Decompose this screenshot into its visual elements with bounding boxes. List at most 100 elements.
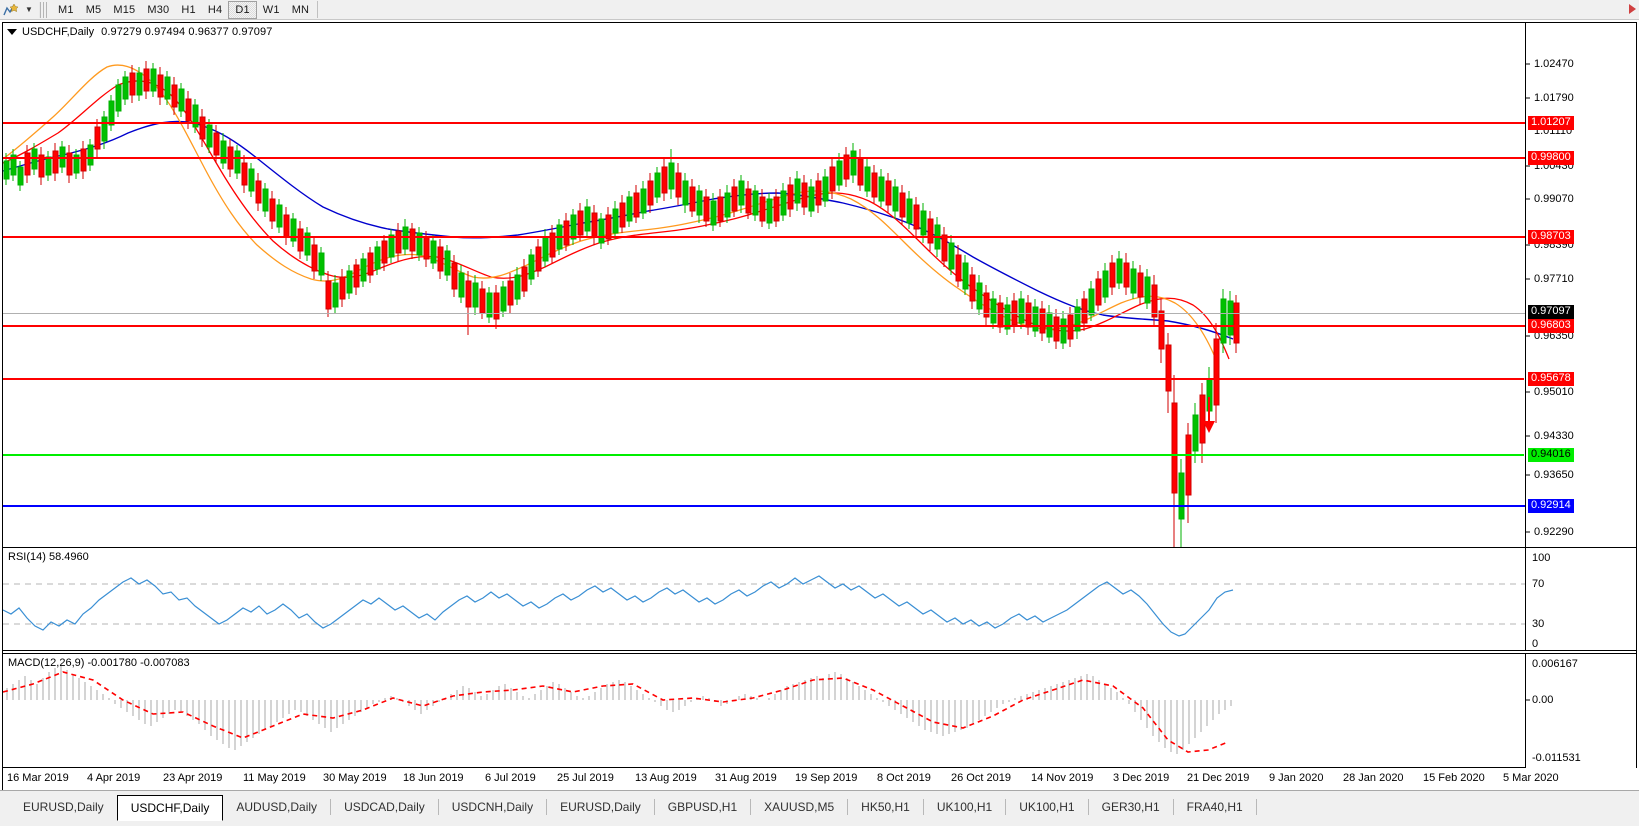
chart-tab-gbpusd-h1[interactable]: GBPUSD,H1 [655, 795, 750, 819]
date-axis-label: 25 Jul 2019 [557, 772, 614, 784]
period-mn[interactable]: MN [291, 3, 310, 16]
toolbar-scroll-right-icon[interactable] [1629, 4, 1636, 14]
level-line-095678[interactable] [3, 376, 1527, 382]
rsi-series [3, 575, 1527, 637]
level-badge-094016[interactable]: 0.94016 [1528, 448, 1574, 462]
axis-tick [1526, 335, 1530, 337]
price-plot[interactable] [3, 23, 1527, 547]
pane-separator [3, 547, 1636, 548]
date-axis-label: 6 Jul 2019 [485, 772, 536, 784]
period-h4[interactable]: H4 [207, 3, 223, 16]
level-badge-current-price[interactable]: 0.97097 [1528, 305, 1574, 319]
price-pane[interactable]: USDCHF,Daily 0.97279 0.97494 0.96377 0.9… [3, 23, 1636, 572]
level-badge-101207[interactable]: 1.01207 [1528, 116, 1574, 130]
tab-divider [750, 799, 752, 815]
indicators-icon[interactable] [0, 1, 22, 19]
axis-tick [1526, 391, 1530, 393]
rsi-plot [3, 548, 1527, 650]
date-axis-label: 3 Dec 2019 [1113, 772, 1170, 784]
chart-area[interactable]: USDCHF,Daily 0.97279 0.97494 0.96377 0.9… [2, 22, 1637, 768]
price-axis[interactable]: 1.02470 1.01790 1.01110 1.00430 0.99440 … [1525, 23, 1636, 572]
date-axis[interactable]: 16 Mar 2019 4 Apr 2019 23 Apr 2019 11 Ma… [2, 768, 1637, 790]
tab-divider [922, 799, 924, 815]
toolbar-grip-icon[interactable] [39, 1, 49, 18]
tab-divider [653, 799, 655, 815]
chart-tab-hk50-h1[interactable]: HK50,H1 [848, 795, 923, 819]
date-axis-label: 21 Dec 2019 [1187, 772, 1250, 784]
sell-arrow-icon[interactable] [1203, 397, 1215, 433]
date-axis-label: 9 Jan 2020 [1269, 772, 1324, 784]
chart-tab-usdchf-daily[interactable]: USDCHF,Daily [116, 795, 224, 821]
macd-series [3, 666, 1232, 754]
period-d1[interactable]: D1 [228, 0, 257, 19]
level-badge-095678[interactable]: 0.95678 [1528, 372, 1574, 386]
axis-tick [1526, 97, 1530, 99]
tab-label: GBPUSD,H1 [667, 800, 738, 814]
axis-tick [1526, 435, 1530, 437]
symbol-header: USDCHF,Daily 0.97279 0.97494 0.96377 0.9… [7, 26, 272, 38]
chart-tabbar[interactable]: EURUSD,Daily USDCHF,Daily AUDUSD,Daily U… [0, 790, 1639, 826]
level-line-098703[interactable] [3, 236, 1527, 238]
date-axis-label: 23 Apr 2019 [163, 772, 223, 784]
level-line-101207[interactable] [3, 122, 1527, 124]
price-axis-label: 1.01790 [1534, 92, 1574, 104]
macd-histogram [6, 666, 1232, 754]
level-line-094016[interactable] [3, 452, 1527, 458]
macd-plot [3, 654, 1527, 768]
macd-signal-line [3, 671, 1229, 753]
level-badge-092914[interactable]: 0.92914 [1528, 499, 1574, 513]
price-axis-label: 1.02470 [1534, 58, 1574, 70]
rsi-pane[interactable]: RSI(14) 58.4960 100 70 30 0 [3, 548, 1636, 650]
chart-tab-uk100-h1-2[interactable]: UK100,H1 [1006, 795, 1087, 819]
macd-label: MACD(12,26,9) -0.001780 -0.007083 [8, 657, 190, 669]
chart-tab-eurusd-daily-2[interactable]: EURUSD,Daily [547, 795, 654, 819]
toolbar-divider [317, 1, 319, 18]
period-toolbar: ▼ M1 M5 M15 M30 H1 H4 D1 W1 MN [0, 0, 1639, 20]
chart-tab-ger30-h1[interactable]: GER30,H1 [1089, 795, 1173, 819]
level-badge-099800[interactable]: 0.99800 [1528, 151, 1574, 165]
date-axis-label: 19 Sep 2019 [795, 772, 858, 784]
tab-label: USDCAD,Daily [344, 800, 425, 814]
axis-tick [1526, 474, 1530, 476]
chevron-down-icon[interactable]: ▼ [25, 5, 33, 14]
tab-divider [1172, 799, 1174, 815]
level-line-099800[interactable] [3, 157, 1527, 159]
tab-label: EURUSD,Daily [560, 800, 641, 814]
chart-tab-eurusd-daily-1[interactable]: EURUSD,Daily [10, 795, 117, 819]
period-m30[interactable]: M30 [147, 3, 170, 16]
date-axis-label: 31 Aug 2019 [715, 772, 777, 784]
chart-tab-xauusd-m5[interactable]: XAUUSD,M5 [751, 795, 847, 819]
chart-tab-usdcad-daily[interactable]: USDCAD,Daily [331, 795, 438, 819]
tab-label: EURUSD,Daily [23, 800, 104, 814]
tab-divider [1005, 799, 1007, 815]
tab-label: XAUUSD,M5 [764, 800, 835, 814]
chart-tab-audusd-daily[interactable]: AUDUSD,Daily [223, 795, 330, 819]
rsi-label: RSI(14) 58.4960 [8, 551, 89, 563]
level-line-096803[interactable] [3, 325, 1527, 327]
date-axis-label: 26 Oct 2019 [951, 772, 1011, 784]
chart-tab-usdcnh-daily[interactable]: USDCNH,Daily [439, 795, 546, 819]
tab-label: UK100,H1 [1019, 800, 1075, 814]
price-axis-label: 0.94330 [1534, 430, 1574, 442]
level-badge-096803[interactable]: 0.96803 [1528, 319, 1574, 333]
period-m15[interactable]: M15 [113, 3, 136, 16]
period-h1[interactable]: H1 [181, 3, 196, 16]
level-line-097097-current [3, 313, 1527, 314]
axis-tick [1526, 699, 1530, 701]
macd-pane[interactable]: MACD(12,26,9) -0.001780 -0.007083 [3, 654, 1636, 768]
pane-separator [3, 650, 1636, 651]
tab-divider [847, 799, 849, 815]
period-w1[interactable]: W1 [262, 3, 280, 16]
axis-tick [1526, 198, 1530, 200]
tab-divider [437, 799, 439, 815]
level-badge-098703[interactable]: 0.98703 [1528, 230, 1574, 244]
chart-tab-fra40-h1[interactable]: FRA40,H1 [1174, 795, 1256, 819]
level-line-092914[interactable] [3, 505, 1527, 507]
period-m1[interactable]: M1 [58, 3, 74, 16]
chart-tab-uk100-h1-1[interactable]: UK100,H1 [924, 795, 1005, 819]
period-m5[interactable]: M5 [85, 3, 102, 16]
date-axis-label: 13 Aug 2019 [635, 772, 697, 784]
symbol-name: USDCHF,Daily [22, 26, 95, 38]
collapse-triangle-icon[interactable] [7, 29, 17, 35]
